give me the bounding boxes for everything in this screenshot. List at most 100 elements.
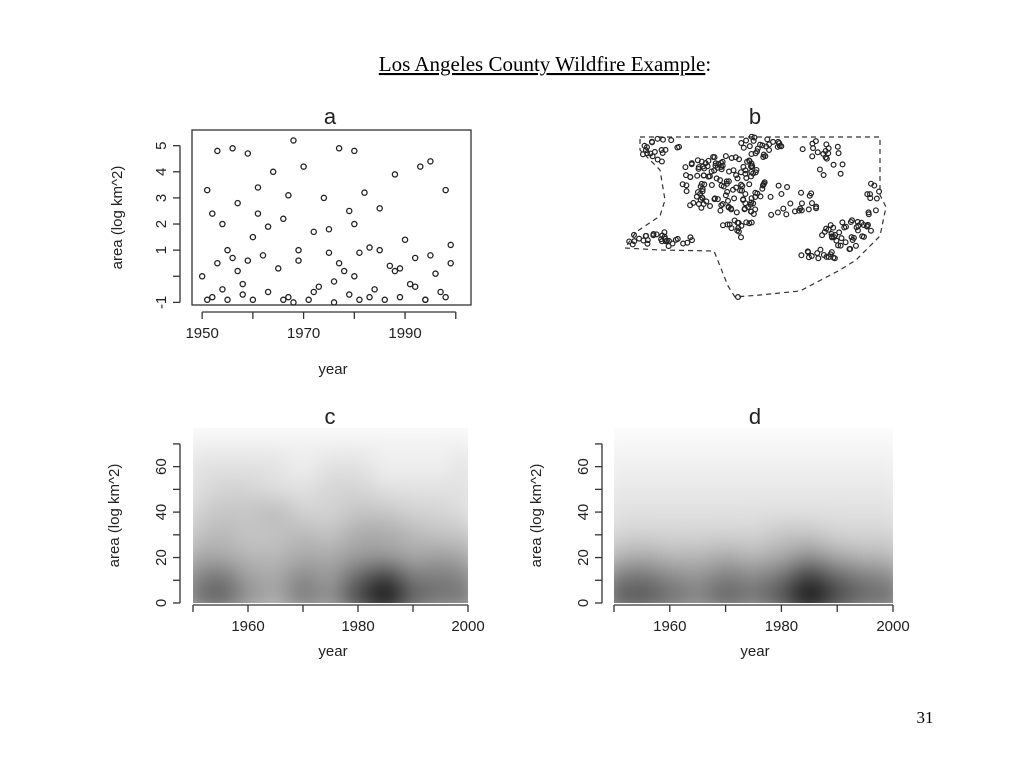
fire-location (753, 166, 760, 173)
density-cell (850, 522, 881, 548)
fire-location (860, 233, 867, 240)
fire-location (783, 211, 790, 218)
data-point (346, 207, 353, 215)
fire-location (629, 241, 636, 248)
fire-location (774, 143, 781, 150)
density-cell (794, 454, 825, 479)
y-tick-label: -1 (153, 296, 170, 309)
fire-location (865, 209, 872, 216)
density-cell (682, 567, 713, 593)
density-cell (288, 454, 318, 479)
density-cell (654, 522, 685, 548)
data-point (219, 286, 226, 293)
density-cell (453, 545, 468, 570)
data-point (290, 299, 297, 306)
fire-location (748, 195, 755, 202)
density-cell (626, 477, 657, 502)
fire-location (751, 134, 758, 141)
density-cell (738, 454, 769, 479)
data-point (335, 145, 343, 152)
fire-location (739, 182, 746, 189)
data-point (264, 223, 272, 230)
density-cell (315, 545, 346, 570)
data-point (239, 280, 246, 288)
density-cell (315, 454, 346, 479)
density-cell (205, 522, 236, 548)
density-cell (205, 477, 236, 502)
density-cell (654, 454, 685, 479)
density-cell (343, 499, 373, 525)
density-cell (288, 431, 318, 457)
fire-location (743, 219, 750, 226)
density-cell (288, 567, 318, 593)
fire-location (748, 150, 755, 157)
fire-location (717, 207, 724, 214)
data-point (366, 244, 373, 251)
density-cell (654, 545, 685, 570)
x-tick-label: 2000 (451, 618, 484, 635)
data-point (219, 220, 226, 228)
fire-location (775, 182, 782, 189)
fire-location (852, 242, 859, 249)
density-cell (738, 567, 769, 593)
fire-location (683, 182, 690, 189)
data-point (244, 150, 252, 157)
fire-location (694, 172, 701, 179)
density-cell (850, 567, 881, 593)
fire-location (855, 222, 862, 229)
data-point (264, 288, 272, 296)
y-axis-label: area (log km^2) (109, 166, 126, 270)
fire-location (854, 218, 861, 225)
density-cell (370, 454, 401, 479)
y-tick-label: 3 (153, 194, 170, 202)
fire-location (830, 161, 837, 168)
data-point (310, 228, 317, 236)
x-axis-label: year (318, 361, 347, 378)
fire-location (797, 205, 804, 212)
data-point (442, 293, 449, 301)
fire-location (762, 153, 769, 160)
heatmap-image (193, 431, 468, 603)
density-cell (260, 431, 291, 457)
data-point (305, 296, 312, 304)
data-point (214, 259, 221, 267)
density-cell (343, 522, 373, 548)
fire-location (737, 187, 744, 194)
fire-location (833, 237, 840, 244)
heatmap-cells (614, 432, 893, 603)
fire-location (747, 201, 754, 208)
density-cell (370, 545, 401, 570)
density-cell (453, 431, 468, 457)
data-point (361, 189, 368, 196)
density-cell (766, 499, 797, 525)
fire-location (750, 210, 757, 217)
fire-location (730, 167, 737, 174)
fire-location (733, 172, 740, 179)
density-cell (766, 545, 797, 570)
density-cell (878, 477, 893, 502)
density-cell (682, 499, 713, 525)
fire-location (676, 143, 683, 150)
fire-location (687, 173, 694, 180)
density-cell (626, 454, 657, 479)
fire-location (804, 248, 811, 255)
x-tick-label: 1950 (185, 325, 218, 342)
fire-location (748, 168, 755, 175)
density-cell (766, 432, 796, 457)
fire-location (695, 165, 702, 172)
density-cell (710, 454, 741, 479)
data-point (366, 293, 373, 301)
density-cell (654, 477, 685, 502)
fire-location (872, 207, 879, 214)
fire-location (864, 191, 871, 198)
fire-location (831, 255, 838, 262)
density-cell (315, 590, 346, 603)
fire-location (836, 229, 843, 236)
density-cell (710, 499, 741, 525)
fire-location (766, 147, 773, 154)
data-point (239, 291, 246, 298)
data-point (214, 147, 221, 155)
density-cell (626, 590, 657, 603)
density-cell (738, 477, 769, 502)
